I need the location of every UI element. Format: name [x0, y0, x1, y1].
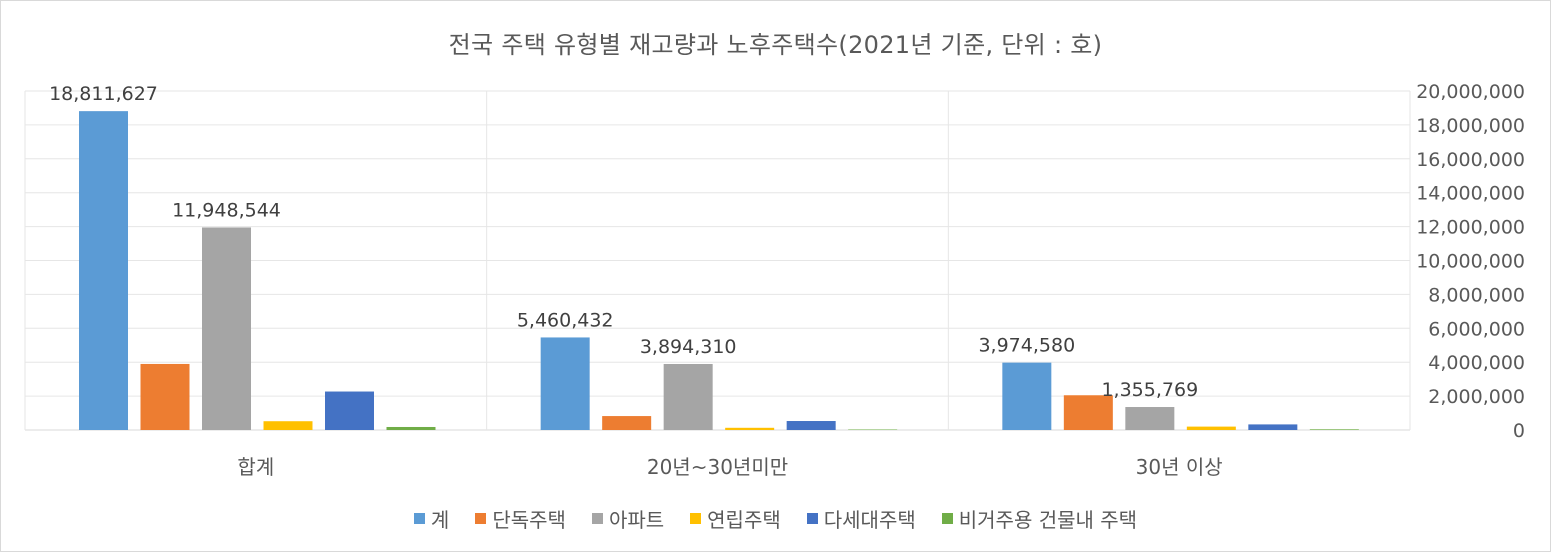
bar — [1186, 426, 1236, 430]
bar — [1309, 429, 1359, 430]
bar — [325, 391, 374, 430]
legend-swatch — [941, 513, 953, 524]
legend-swatch — [806, 513, 818, 524]
legend-label: 비거주용 건물내 주택 — [958, 508, 1138, 532]
legend-item: 계 — [413, 504, 450, 533]
bar — [202, 227, 251, 430]
data-label: 11,948,544 — [172, 199, 281, 221]
x-category-label: 30년 이상 — [1136, 455, 1223, 479]
bar — [140, 363, 190, 430]
data-label: 5,460,432 — [517, 309, 614, 331]
legend-label: 연립주택 — [707, 508, 781, 532]
chart-legend: 계 단독주택 아파트 연립주택 다세대주택 비거주용 건물내 주택 — [1, 504, 1550, 533]
y-tick-label: 12,000,000 — [1416, 217, 1525, 239]
bar — [602, 416, 652, 430]
legend-item: 다세대주택 — [806, 504, 916, 533]
data-label: 18,811,627 — [49, 83, 158, 105]
legend-item: 아파트 — [591, 504, 665, 533]
bar — [1125, 407, 1175, 430]
data-label: 3,974,580 — [978, 335, 1075, 357]
y-tick-label: 2,000,000 — [1428, 386, 1525, 408]
data-label: 1,355,769 — [1101, 379, 1198, 401]
legend-swatch — [413, 513, 425, 524]
bar — [1063, 395, 1113, 430]
y-tick-label: 4,000,000 — [1428, 352, 1525, 374]
y-tick-label: 0 — [1513, 420, 1525, 442]
legend-label: 단독주택 — [492, 508, 566, 532]
legend-item: 연립주택 — [690, 504, 781, 533]
legend-item: 비거주용 건물내 주택 — [941, 504, 1138, 533]
legend-swatch — [475, 513, 487, 524]
chart-title: 전국 주택 유형별 재고량과 노후주택수(2021년 기준, 단위 : 호) — [448, 31, 1103, 59]
x-category-label: 합계 — [237, 455, 274, 479]
y-tick-label: 18,000,000 — [1416, 115, 1525, 137]
legend-swatch — [690, 513, 702, 524]
bar — [725, 427, 775, 430]
legend-label: 아파트 — [608, 508, 665, 532]
legend-item: 단독주택 — [475, 504, 566, 533]
bar — [848, 429, 898, 430]
x-category-label: 20년~30년미만 — [647, 455, 788, 479]
bar — [663, 363, 713, 430]
legend-swatch — [591, 513, 603, 524]
bar — [1248, 424, 1298, 430]
y-tick-label: 16,000,000 — [1416, 149, 1525, 171]
bar — [540, 337, 590, 430]
data-label: 3,894,310 — [640, 336, 737, 358]
y-tick-label: 14,000,000 — [1416, 183, 1525, 205]
bar — [79, 111, 128, 431]
y-tick-label: 8,000,000 — [1428, 284, 1525, 306]
bar — [386, 426, 436, 430]
y-tick-label: 20,000,000 — [1416, 81, 1525, 103]
y-tick-label: 10,000,000 — [1416, 251, 1525, 273]
bar — [263, 421, 313, 430]
legend-label: 계 — [430, 508, 450, 532]
bar — [786, 421, 836, 430]
bar — [1002, 362, 1052, 430]
y-tick-label: 6,000,000 — [1428, 318, 1525, 340]
legend-label: 다세대주택 — [823, 508, 916, 532]
